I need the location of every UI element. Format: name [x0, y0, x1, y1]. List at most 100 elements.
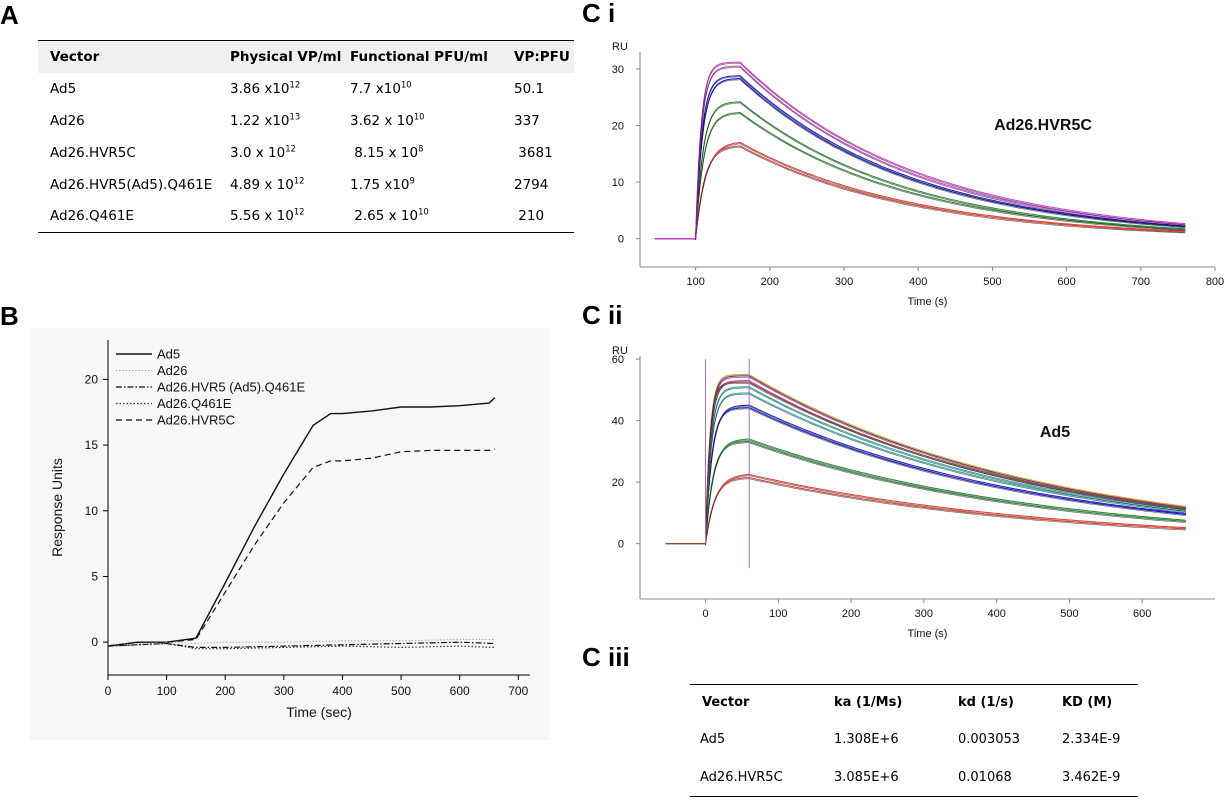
sensorgram-trace-2 [665, 438, 1186, 545]
fit-line-2 [695, 113, 1186, 240]
sensorgram-trace-4 [654, 78, 1186, 240]
x-axis-label: Time (s) [908, 628, 948, 640]
x-tick-label: 400 [987, 608, 1005, 620]
cell-vector: Ad26 [50, 112, 85, 129]
x-tick-label: 800 [1206, 276, 1224, 288]
y-tick-label: 60 [612, 354, 624, 366]
x-tick-label: 300 [274, 684, 294, 698]
x-tick-label: 600 [1133, 608, 1151, 620]
cell-physical: 3.86 x1012 [230, 79, 301, 97]
x-tick-label: 200 [761, 276, 779, 288]
sensorgram-trace-6 [665, 392, 1186, 545]
sensorgram-trace-1 [654, 145, 1186, 240]
y-tick-label: 10 [85, 504, 99, 518]
x-tick-label: 200 [215, 684, 235, 698]
x-tick-label: 200 [842, 608, 860, 620]
panel-label-cii: C ii [582, 300, 623, 330]
cell-ratio: 50.1 [514, 80, 545, 97]
fit-line-7 [705, 387, 1186, 545]
y-axis-label: RU [612, 41, 628, 53]
x-tick-label: 500 [1060, 608, 1078, 620]
col-header-functional: Functional PFU/ml [350, 48, 488, 65]
fit-line-5 [705, 408, 1186, 545]
fit-line-4 [695, 79, 1186, 240]
col-header-kd: kd (1/s) [958, 695, 1014, 711]
table-row: Ad26.HVR5(Ad5).Q461E 4.89 x 1012 1.75 x1… [38, 169, 574, 201]
table-row: Ad26.HVR5C 3.0 x 1012 8.15 x 108 3681 [38, 137, 574, 169]
y-tick-label: 40 [612, 416, 624, 428]
cell-functional: 7.7 x1010 [350, 79, 412, 97]
chart-title: Ad5 [1040, 424, 1070, 441]
table-header-row: Vector ka (1/Ms) kd (1/s) KD (M) [690, 685, 1138, 721]
panel-label-a: A [0, 0, 19, 30]
y-tick-label: 10 [612, 177, 624, 189]
x-tick-label: 600 [1057, 276, 1075, 288]
cell-vector: Ad5 [50, 80, 77, 97]
fit-line-3 [695, 102, 1186, 240]
y-axis-label: RU [612, 345, 628, 357]
y-tick-label: 20 [85, 372, 99, 386]
x-tick-label: 300 [835, 276, 853, 288]
sensorgram-trace-3 [665, 440, 1186, 545]
col-header-vp-pfu: VP:PFU [514, 48, 570, 65]
x-tick-label: 100 [769, 608, 787, 620]
cell-physical: 3.0 x 1012 [230, 143, 296, 161]
sensorgram-trace-7 [654, 61, 1186, 240]
cell-KD: 3.462E-9 [1062, 769, 1121, 785]
fit-line-10 [705, 375, 1186, 545]
y-tick-label: 0 [91, 635, 98, 649]
cell-physical: 1.22 x1013 [230, 111, 301, 129]
sensorgram-trace-5 [654, 75, 1186, 240]
spr-sensorgram-ad26-hvr5c: 100 200 300 400 500 600 700 800 0 10 20 30 RU Time (s… [612, 41, 1224, 308]
x-tick-label: 100 [686, 276, 704, 288]
x-tick-label: 400 [909, 276, 927, 288]
kinetics-table: Vector ka (1/Ms) kd (1/s) KD (M) Ad5 1.3… [690, 684, 1138, 797]
y-tick-label: 30 [612, 64, 624, 76]
fit-line-7 [695, 63, 1186, 240]
sensorgram-trace-0 [665, 473, 1186, 545]
sensorgram-trace-10 [665, 373, 1186, 545]
series-line-0 [107, 397, 496, 647]
x-tick-label: 700 [1132, 276, 1150, 288]
cell-ratio: 210 [518, 208, 545, 225]
x-tick-label: 300 [915, 608, 933, 620]
cell-ratio: 3681 [518, 144, 553, 161]
panel-label-b: B [0, 301, 19, 331]
x-tick-label: 700 [508, 684, 528, 698]
col-header-KD: KD (M) [1062, 695, 1113, 711]
series-line-4 [107, 448, 495, 647]
y-axis-label: Response Units [49, 458, 65, 557]
cell-kd: 0.003053 [958, 732, 1021, 747]
sensorgram-trace-6 [654, 65, 1186, 240]
fit-line-5 [695, 76, 1186, 240]
x-tick-label: 0 [105, 684, 112, 698]
sensorgram-trace-1 [665, 476, 1186, 545]
col-header-vector: Vector [702, 695, 750, 711]
sensorgram-trace-3 [654, 101, 1186, 240]
sensorgram-trace-4 [665, 404, 1186, 545]
cell-ka: 3.085E+6 [834, 769, 899, 785]
x-tick-label: 500 [391, 684, 411, 698]
legend-label: Ad5 [157, 347, 180, 362]
series-line-2 [107, 641, 495, 648]
x-axis-label: Time (s) [908, 296, 948, 308]
cell-functional: 1.75 x109 [350, 175, 415, 193]
cell-functional: 3.62 x 1010 [350, 111, 425, 129]
legend-label: Ad26 [157, 363, 187, 378]
cell-vector: Ad26.Q461E [50, 208, 134, 225]
y-tick-label: 20 [612, 477, 624, 489]
cell-vector: Ad26.HVR5C [700, 769, 783, 785]
series-line-3 [107, 642, 495, 650]
fit-line-9 [705, 376, 1186, 545]
cell-functional: 2.65 x 1010 [354, 206, 429, 225]
col-header-vector: Vector [50, 48, 100, 65]
cell-physical: 5.56 x 1012 [230, 206, 305, 225]
cell-vector: Ad26.HVR5C [50, 144, 136, 161]
panel-label-ciii: C iii [582, 642, 630, 672]
table-row: Ad26.Q461E 5.56 x 1012 2.65 x 1010 210 [38, 201, 574, 233]
sensorgram-trace-7 [665, 386, 1186, 545]
panel-label-ci: C i [582, 0, 616, 28]
y-tick-label: 20 [612, 121, 624, 133]
cell-kd: 0.01068 [958, 769, 1012, 785]
table-row: Ad5 3.86 x1012 7.7 x1010 50.1 [38, 73, 574, 105]
